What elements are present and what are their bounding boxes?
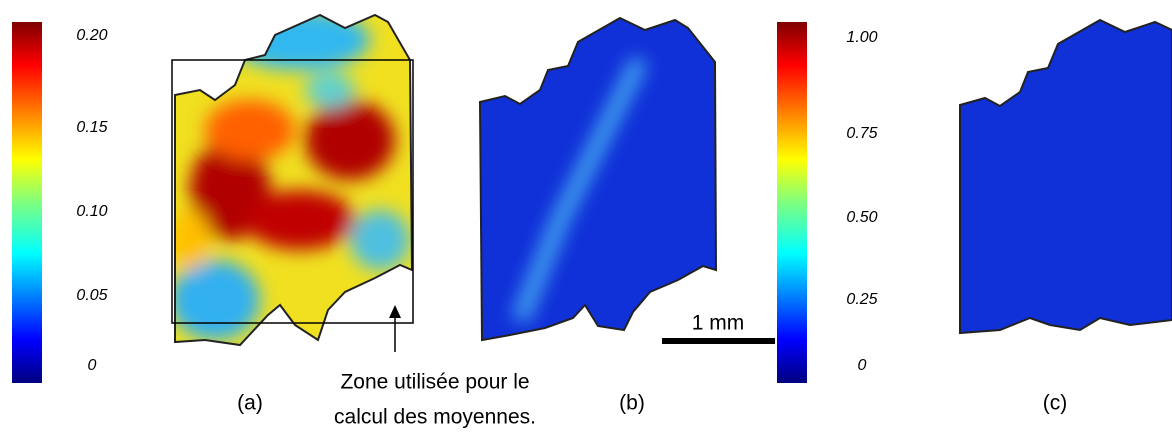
tick: 0.15: [76, 119, 107, 136]
colorbar-a: [12, 22, 42, 383]
zone-box: [171, 59, 414, 324]
panel-label: (a): [237, 392, 263, 415]
tick: 0.75: [846, 125, 877, 142]
tick: 0.10: [76, 203, 107, 220]
tick: 0.50: [846, 209, 877, 226]
map-c: [960, 20, 1172, 333]
tick: 0: [88, 357, 97, 374]
annotation: Zone utilisée pour le: [340, 371, 529, 394]
scale-label: 1 mm: [692, 312, 745, 335]
tick: 0.05: [76, 287, 107, 304]
map-a: [175, 15, 412, 345]
tick: 0.25: [846, 291, 877, 308]
annotation: calcul des moyennes.: [334, 406, 536, 429]
colorbar-b: [777, 22, 807, 383]
tick: 0: [858, 357, 867, 374]
panel-label: (c): [1043, 392, 1068, 415]
tick: 0.20: [76, 27, 107, 44]
map-b: [480, 18, 716, 340]
panel-label: (b): [619, 392, 645, 415]
tick: 1.00: [846, 29, 877, 46]
